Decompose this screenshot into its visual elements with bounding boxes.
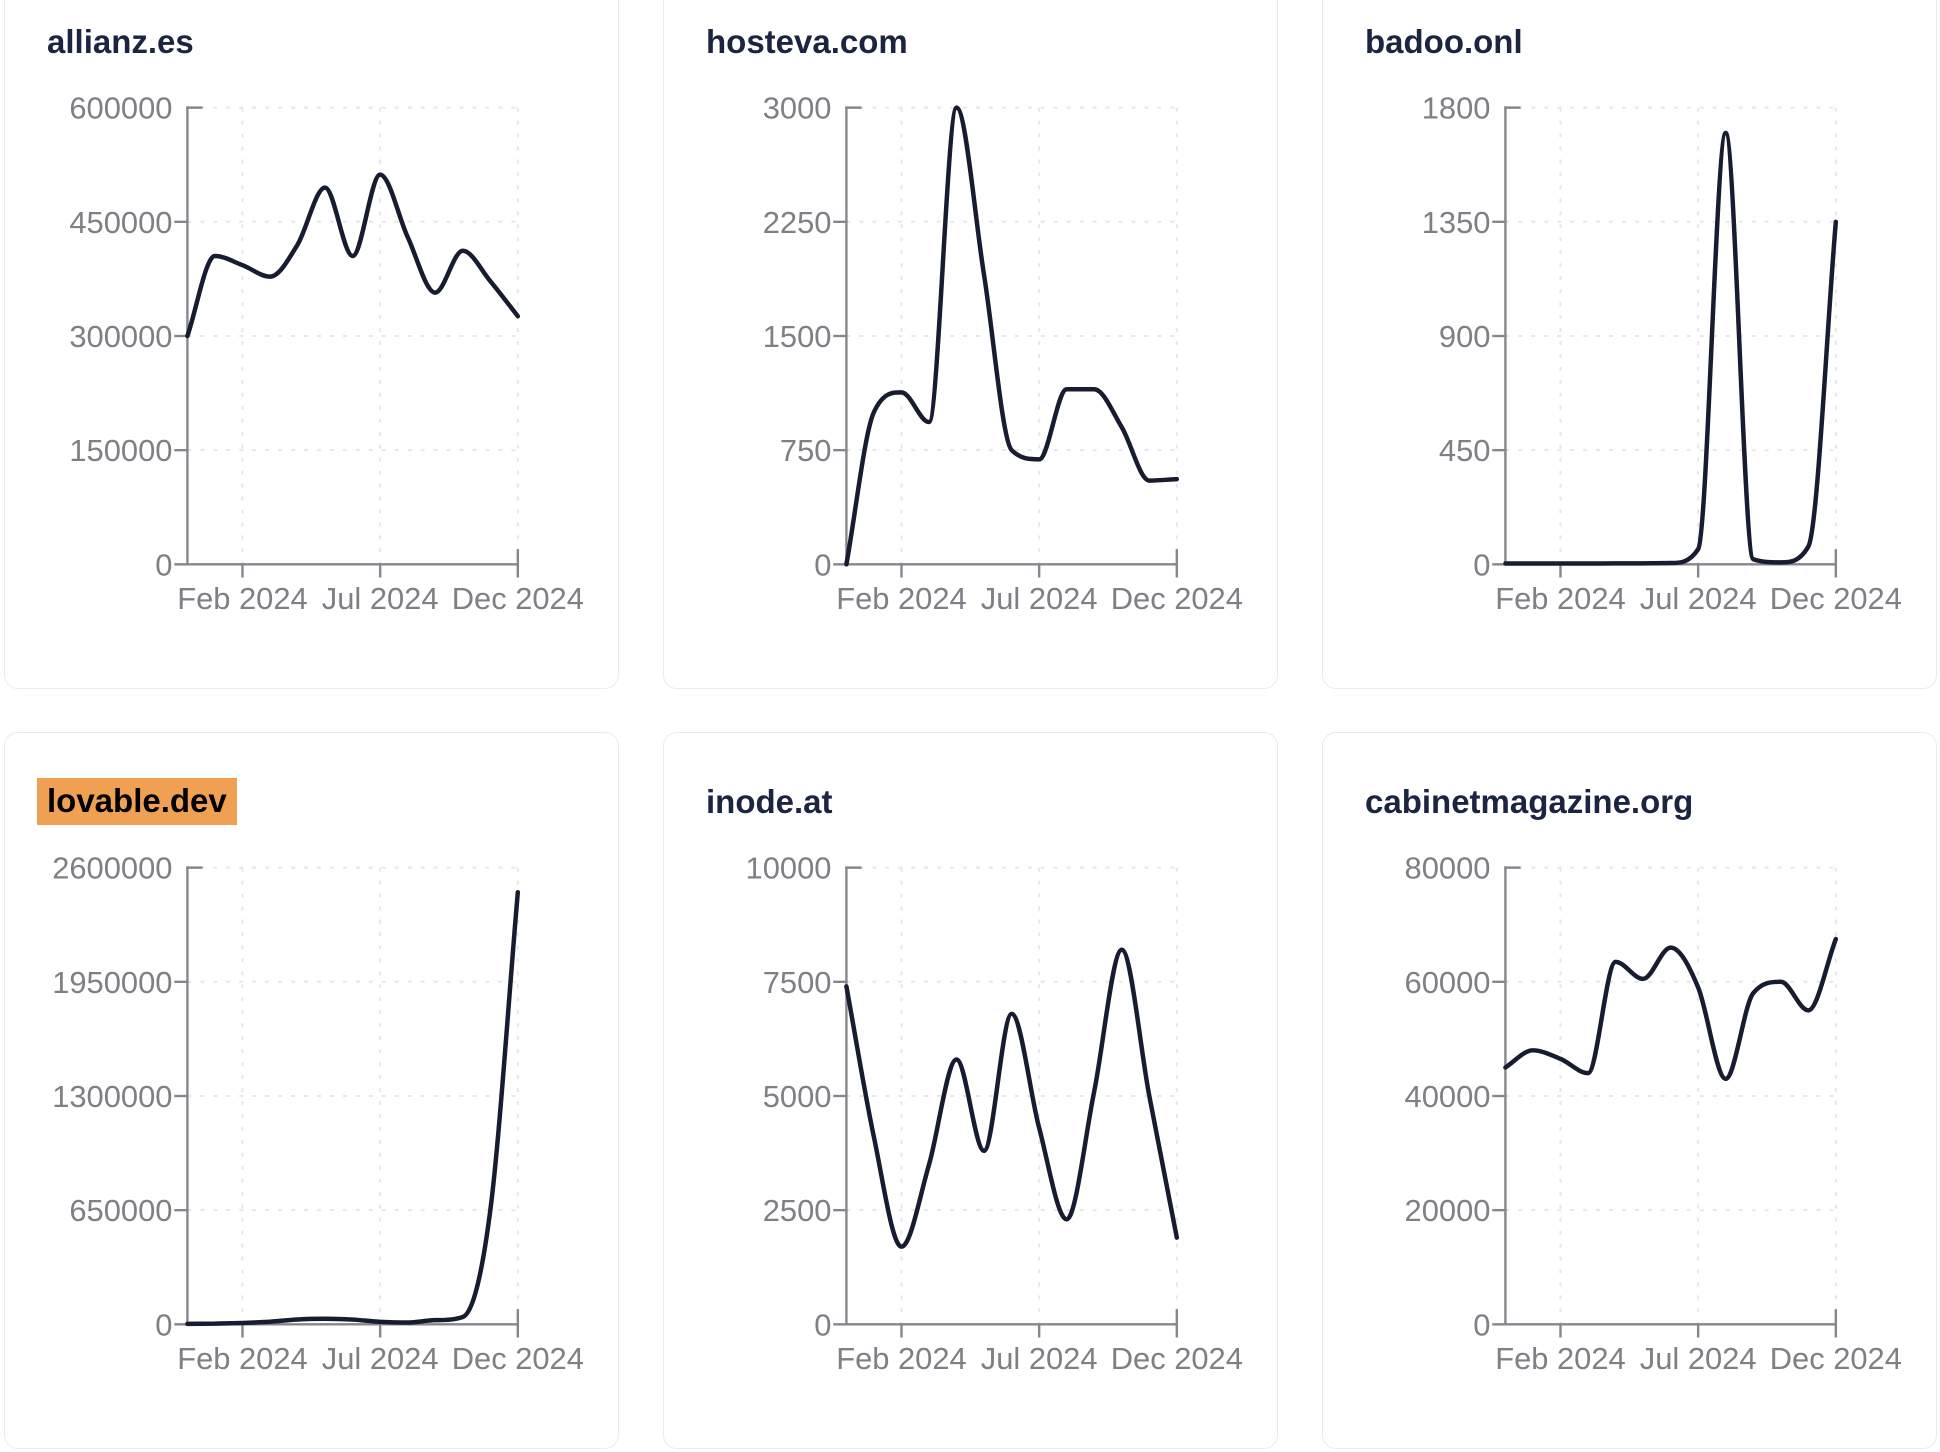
chart-card: lovable.dev 0 650000 1300000 1950000 2600000 F… <box>4 732 619 1449</box>
x-tick-label: Dec 2024 <box>1111 1341 1243 1376</box>
y-tick-label: 3000 <box>763 91 832 126</box>
y-tick-label: 450 <box>1439 433 1491 468</box>
gridlines <box>1505 106 1837 565</box>
y-tick-label: 40000 <box>1405 1079 1491 1114</box>
x-tick-label: Feb 2024 <box>836 1341 967 1376</box>
line-chart: 0 20000 40000 60000 80000 Feb 2024 Jul 2024 Dec… <box>1405 851 1902 1377</box>
chart-title: badoo.onl <box>1365 23 1523 60</box>
x-tick-label: Feb 2024 <box>1495 1341 1626 1376</box>
y-tick-label: 1950000 <box>52 965 172 1000</box>
series-line <box>1503 936 1839 1082</box>
chart-card: allianz.es 0 150000 300000 450000 600000 Feb 2… <box>4 0 619 689</box>
y-tick-label: 20000 <box>1405 1193 1491 1228</box>
gridlines <box>846 866 1178 1325</box>
y-tick-label: 5000 <box>763 1079 832 1114</box>
x-tick-label: Feb 2024 <box>177 581 308 616</box>
charts-grid: allianz.es 0 150000 300000 450000 600000 Feb 2… <box>4 0 1937 1449</box>
chart-card: badoo.onl 0 450 900 1350 1800 Feb 2024 Jul 2024… <box>1322 0 1937 689</box>
axes <box>174 866 520 1338</box>
y-tick-label: 0 <box>814 547 831 582</box>
chart-card: inode.at 0 2500 5000 7500 10000 Feb 2024 Jul 20… <box>663 732 1278 1449</box>
axes <box>833 866 1179 1338</box>
y-tick-label: 900 <box>1439 319 1491 354</box>
line-chart: 0 2500 5000 7500 10000 Feb 2024 Jul 2024 Dec 20… <box>746 851 1243 1377</box>
x-tick-label: Jul 2024 <box>981 581 1098 616</box>
tick-labels: 0 20000 40000 60000 80000 Feb 2024 Jul 2024 Dec… <box>1405 851 1902 1377</box>
x-tick-label: Dec 2024 <box>1770 581 1902 616</box>
tick-labels: 0 2500 5000 7500 10000 Feb 2024 Jul 2024 Dec 20… <box>746 851 1243 1377</box>
series-line <box>844 947 1180 1249</box>
line-chart: 0 750 1500 2250 3000 Feb 2024 Jul 2024 Dec 2024 <box>763 91 1243 617</box>
y-tick-label: 0 <box>155 1307 172 1342</box>
x-tick-label: Dec 2024 <box>452 1341 584 1376</box>
axes <box>1492 866 1838 1338</box>
y-tick-label: 1800 <box>1422 91 1491 126</box>
y-tick-label: 1500 <box>763 319 832 354</box>
line-chart: 0 650000 1300000 1950000 2600000 Feb 2024 Jul … <box>52 851 584 1377</box>
series-line <box>185 172 521 339</box>
tick-labels: 0 750 1500 2250 3000 Feb 2024 Jul 2024 Dec 2024 <box>763 91 1243 617</box>
tick-labels: 0 150000 300000 450000 600000 Feb 2024 Jul 202… <box>69 91 584 617</box>
y-tick-label: 0 <box>814 1307 831 1342</box>
axes <box>833 106 1179 578</box>
y-tick-label: 750 <box>780 433 832 468</box>
x-tick-label: Jul 2024 <box>1640 581 1757 616</box>
chart-card: hosteva.com 0 750 1500 2250 3000 Feb 2024 Jul 2… <box>663 0 1278 689</box>
x-tick-label: Jul 2024 <box>1640 1341 1757 1376</box>
axes <box>174 106 520 578</box>
y-tick-label: 600000 <box>69 91 172 126</box>
y-tick-label: 80000 <box>1405 851 1491 886</box>
y-tick-label: 0 <box>1473 1307 1490 1342</box>
x-tick-label: Dec 2024 <box>1111 581 1243 616</box>
chart-card: cabinetmagazine.org 0 20000 40000 60000 80000… <box>1322 732 1937 1449</box>
x-tick-label: Jul 2024 <box>981 1341 1098 1376</box>
gridlines <box>187 866 519 1325</box>
y-tick-label: 2600000 <box>52 851 172 886</box>
y-tick-label: 300000 <box>69 319 172 354</box>
y-tick-label: 1300000 <box>52 1079 172 1114</box>
x-tick-label: Dec 2024 <box>1770 1341 1902 1376</box>
chart-title: cabinetmagazine.org <box>1365 783 1694 820</box>
y-tick-label: 450000 <box>69 205 172 240</box>
chart-title: inode.at <box>706 783 833 820</box>
x-tick-label: Jul 2024 <box>322 581 439 616</box>
chart-title-highlighted: lovable.dev <box>37 778 237 825</box>
axes <box>1492 106 1838 578</box>
y-tick-label: 2500 <box>763 1193 832 1228</box>
x-tick-label: Feb 2024 <box>836 581 967 616</box>
gridlines <box>1505 866 1837 1325</box>
y-tick-label: 650000 <box>69 1193 172 1228</box>
y-tick-label: 0 <box>1473 547 1490 582</box>
y-tick-label: 150000 <box>69 433 172 468</box>
y-tick-label: 60000 <box>1405 965 1491 1000</box>
y-tick-label: 2250 <box>763 205 832 240</box>
line-chart: 0 450 900 1350 1800 Feb 2024 Jul 2024 Dec 2024 <box>1422 91 1902 617</box>
x-tick-label: Feb 2024 <box>1495 581 1626 616</box>
y-tick-label: 0 <box>155 547 172 582</box>
x-tick-label: Feb 2024 <box>177 1341 308 1376</box>
tick-labels: 0 450 900 1350 1800 Feb 2024 Jul 2024 Dec 2024 <box>1422 91 1902 617</box>
chart-title: allianz.es <box>47 23 194 60</box>
line-chart: 0 150000 300000 450000 600000 Feb 2024 Jul 202… <box>69 91 584 617</box>
series-line <box>1503 130 1839 566</box>
tick-labels: 0 650000 1300000 1950000 2600000 Feb 2024 Jul … <box>52 851 584 1377</box>
y-tick-label: 10000 <box>746 851 832 886</box>
gridlines <box>187 106 519 565</box>
x-tick-label: Jul 2024 <box>322 1341 439 1376</box>
y-tick-label: 1350 <box>1422 205 1491 240</box>
x-tick-label: Dec 2024 <box>452 581 584 616</box>
y-tick-label: 7500 <box>763 965 832 1000</box>
gridlines <box>846 106 1178 565</box>
series-line <box>185 890 521 1327</box>
chart-title: hosteva.com <box>706 23 908 60</box>
series-line <box>844 105 1180 567</box>
